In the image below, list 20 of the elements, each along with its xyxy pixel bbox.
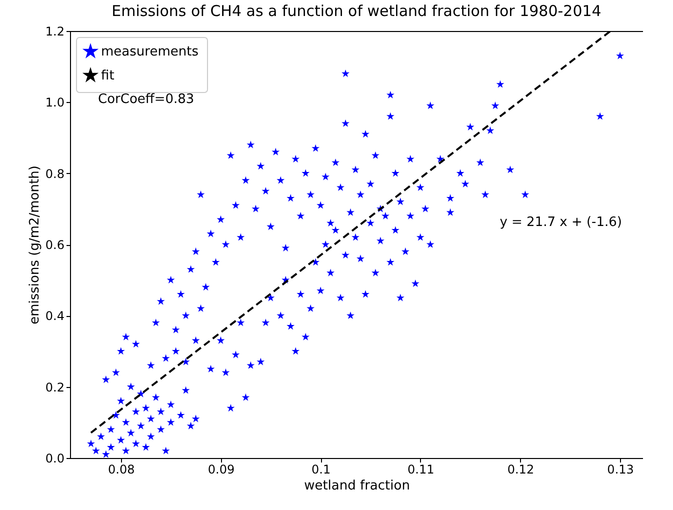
legend-label: measurements [101,44,199,60]
y-tick-label: 0.2 [45,380,64,394]
y-tick-label: 0.4 [45,309,64,324]
chart-title: Emissions of CH4 as a function of wetland fraction for 1980-2014 [112,2,602,20]
y-tick-label: 0.8 [45,166,64,181]
annotation: y = 21.7 x + (-1.6) [500,215,622,230]
legend-label: fit [101,68,114,84]
x-tick-label: 0.13 [607,462,634,476]
annotation: CorCoeff=0.83 [98,92,194,107]
y-tick-label: 1.2 [45,24,64,38]
y-tick-label: 1.0 [45,96,64,110]
y-tick-label: 0.0 [45,452,64,466]
y-axis-title: emissions (g/m2/month) [27,166,42,324]
x-tick-label: 0.12 [507,462,534,476]
x-tick-label: 0.08 [108,462,135,476]
x-tick-label: 0.1 [312,462,331,476]
x-tick-label: 0.11 [408,462,434,476]
x-axis-title: wetland fraction [304,478,410,494]
y-tick-label: 0.6 [45,238,64,252]
x-tick-label: 0.09 [208,462,235,476]
